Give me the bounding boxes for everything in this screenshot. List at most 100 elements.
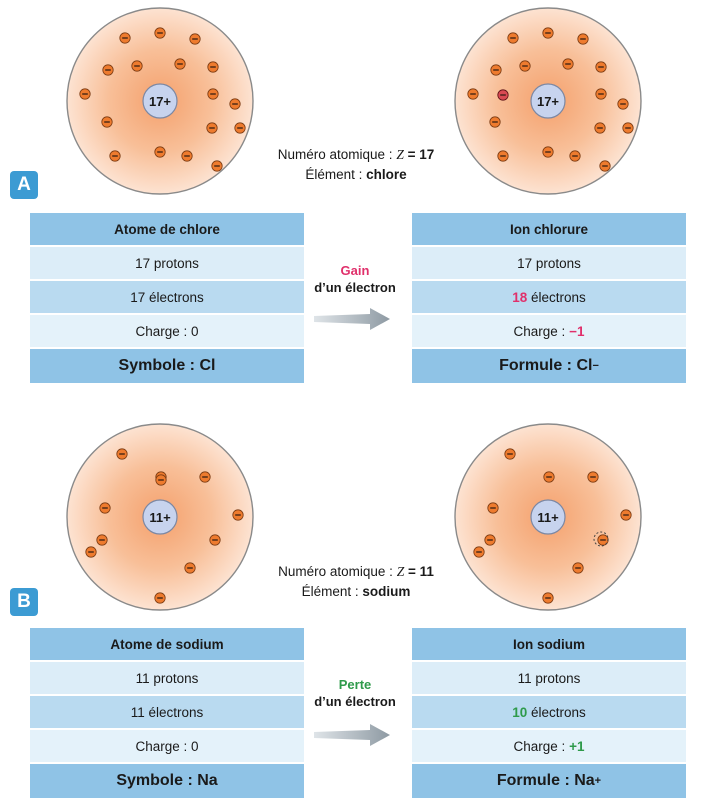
electron [119, 32, 131, 44]
electron [155, 474, 167, 486]
nucleus [142, 499, 178, 535]
table-header: Ion chlorure [412, 213, 686, 245]
sodium-ion-diagram: 11+ [454, 423, 642, 611]
nucleus [530, 499, 566, 535]
electron [211, 160, 223, 172]
electron [154, 146, 166, 158]
electron [199, 471, 211, 483]
electron [232, 509, 244, 521]
chloride-ion-diagram: 17+ [454, 7, 642, 195]
right-arrow-icon [314, 308, 390, 330]
electron [622, 122, 634, 134]
electron [206, 122, 218, 134]
charge-value: −1 [569, 323, 585, 339]
electron [174, 58, 186, 70]
electrons-row: 17 électrons [30, 281, 304, 313]
electron [99, 502, 111, 514]
electron [473, 546, 485, 558]
electron-count: 10 [512, 704, 528, 720]
electrons-row: 18 électrons [412, 281, 686, 313]
electron [620, 509, 632, 521]
formula-row: Formule : Na + [412, 764, 686, 798]
atom-table: Atome de chlore 17 protons 17 électrons … [30, 213, 304, 385]
electron [595, 88, 607, 100]
electron [229, 98, 241, 110]
section-badge: A [10, 171, 38, 199]
electron [234, 122, 246, 134]
electron [594, 122, 606, 134]
electron [154, 592, 166, 604]
electron [189, 33, 201, 45]
electron [109, 150, 121, 162]
electron [497, 150, 509, 162]
protons-row: 17 protons [30, 247, 304, 279]
nucleus-charge: 17+ [537, 94, 559, 109]
electron [542, 146, 554, 158]
electron [497, 89, 509, 101]
electron [116, 448, 128, 460]
electron [85, 546, 97, 558]
electron [487, 502, 499, 514]
atomic-number-line: Numéro atomique : Z = 17 [277, 147, 435, 162]
electron [102, 64, 114, 76]
charge-row: Charge : 0 [30, 730, 304, 762]
electron [96, 534, 108, 546]
electron [484, 534, 496, 546]
electron [577, 33, 589, 45]
nucleus-charge: 17+ [149, 94, 171, 109]
electron [184, 562, 196, 574]
transfer-object: d’un électron [314, 280, 396, 295]
electrons [473, 448, 632, 604]
electron [562, 58, 574, 70]
electron [507, 32, 519, 44]
transfer-object: d’un électron [314, 694, 396, 709]
electron [467, 88, 479, 100]
table-header: Atome de sodium [30, 628, 304, 660]
formula-row: Formule : Cl − [412, 349, 686, 383]
table-header: Atome de chlore [30, 213, 304, 245]
electrons [79, 27, 246, 172]
table-header: Ion sodium [412, 628, 686, 660]
electron [542, 27, 554, 39]
electrons-row: 10 électrons [412, 696, 686, 728]
section-badge: B [10, 588, 38, 616]
electron [79, 88, 91, 100]
atom-table: Atome de sodium 11 protons 11 électrons … [30, 628, 304, 800]
electron [207, 61, 219, 73]
electron-transfer-label: Gain d’un électron [300, 262, 410, 296]
nucleus [530, 83, 566, 119]
electron [131, 60, 143, 72]
electrons-row: 11 électrons [30, 696, 304, 728]
electrons [467, 27, 634, 172]
protons-row: 17 protons [412, 247, 686, 279]
right-arrow-icon [314, 724, 390, 746]
electron [490, 64, 502, 76]
electron [504, 448, 516, 460]
electron [209, 534, 221, 546]
transfer-verb: Perte [338, 677, 372, 692]
lost-electron-marker [593, 531, 609, 547]
symbol-row: Symbole : Na [30, 764, 304, 798]
electron [181, 150, 193, 162]
ion-table: Ion chlorure 17 protons 18 électrons Cha… [412, 213, 686, 385]
element-line: Élément : sodium [301, 584, 411, 599]
nucleus [142, 83, 178, 119]
electron-transfer-label: Perte d’un électron [300, 676, 410, 710]
charge-value: +1 [569, 738, 585, 754]
electron-count: 18 [512, 289, 528, 305]
atomic-info: Numéro atomique : Z = 11 Élément : sodiu… [246, 562, 466, 602]
charge-row: Charge : +1 [412, 730, 686, 762]
electron [543, 471, 555, 483]
electron [207, 88, 219, 100]
electron [587, 471, 599, 483]
electron [599, 160, 611, 172]
nucleus-charge: 11+ [149, 510, 171, 525]
charge-row: Charge : −1 [412, 315, 686, 347]
element-line: Élément : chlore [305, 167, 407, 182]
symbol-row: Symbole : Cl [30, 349, 304, 383]
electron [519, 60, 531, 72]
protons-row: 11 protons [30, 662, 304, 694]
nucleus-charge: 11+ [537, 510, 559, 525]
ion-table: Ion sodium 11 protons 10 électrons Charg… [412, 628, 686, 800]
electrons [85, 448, 244, 604]
